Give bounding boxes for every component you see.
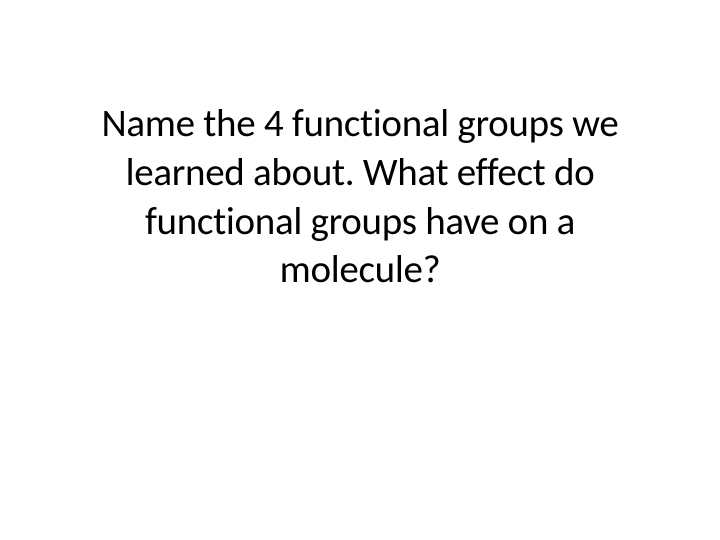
slide-container: Name the 4 functional groups we learned … [0,0,720,295]
slide-title: Name the 4 functional groups we learned … [70,100,650,295]
